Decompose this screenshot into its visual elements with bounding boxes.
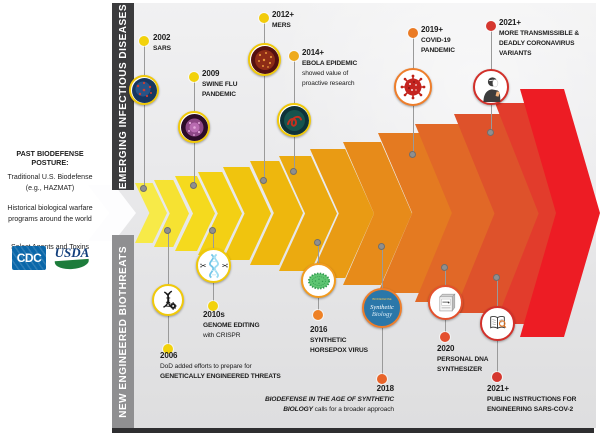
past-posture-line: programs around the world — [8, 216, 92, 223]
year-dot — [163, 344, 173, 354]
agency-logos: CDC USDA — [12, 246, 92, 271]
cdc-logo: CDC — [12, 246, 46, 270]
event-label: 2019+ COVID-19 PANDEMIC — [421, 25, 455, 54]
dna-synthesizer-icon — [428, 285, 463, 320]
year-dot — [313, 310, 323, 320]
dna-gear-icon — [152, 284, 184, 316]
past-posture-line: Traditional U.S. Biodefense — [7, 174, 93, 181]
band-dot — [209, 227, 216, 234]
past-posture-heading: PAST BIODEFENSE POSTURE: — [16, 149, 84, 167]
band-dot — [314, 239, 321, 246]
svg-text:Synthetic: Synthetic — [370, 304, 394, 311]
mers-virus-icon — [248, 43, 281, 76]
connector-line — [144, 41, 145, 189]
event-label: 2012+ MERS — [272, 10, 294, 29]
event-label: 2021+ MORE TRANSMISSIBLE & DEADLY CORONA… — [499, 18, 580, 57]
ebola-virus-icon — [277, 103, 311, 137]
past-posture-line: Historical biological warfare — [7, 205, 93, 212]
crispr-dna-scissors-icon: ✂ ✂ — [196, 248, 231, 283]
band-dot — [260, 177, 267, 184]
sars-virus-icon — [129, 75, 159, 105]
axis-new-engineered-biothreats: NEW ENGINEERED BIOTHREATS — [112, 235, 134, 428]
connector-line — [264, 18, 265, 181]
coronavirus-icon — [394, 68, 432, 106]
band-dot — [290, 168, 297, 175]
band-dot — [493, 274, 500, 281]
year-dot — [139, 36, 149, 46]
synthetic-biology-book-icon: BIODEFENSE Synthetic Biology — [362, 288, 402, 328]
band-dot — [487, 129, 494, 136]
axis-emerging-infectious-diseases: EMERGING INFECTIOUS DISEASES — [112, 3, 134, 190]
event-label: 2006 DoD added efforts to prepare for GE… — [160, 351, 281, 380]
past-posture-line: Select Agents and Toxins — [10, 244, 90, 251]
past-posture-line: (e.g., HAZMAT) — [25, 185, 75, 192]
usda-logo: USDA — [52, 246, 92, 271]
event-label: 2009 SWINE FLU PANDEMIC — [202, 69, 238, 98]
event-label: 2020 PERSONAL DNA SYNTHESIZER — [437, 344, 489, 373]
svg-text:Biology: Biology — [372, 311, 392, 318]
band-dot — [409, 151, 416, 158]
year-dot — [259, 13, 269, 23]
event-label: 2014+ EBOLA EPIDEMIC showed value of pro… — [302, 48, 358, 87]
band-dot — [378, 243, 385, 250]
year-dot — [208, 301, 218, 311]
past-biodefense-posture-panel: PAST BIODEFENSE POSTURE: Traditional U.S… — [0, 149, 100, 253]
event-label: 2002 SARS — [153, 33, 171, 52]
event-label: 2010s GENOME EDITING with CRISPR — [203, 310, 260, 339]
swine-flu-virus-icon — [178, 111, 210, 143]
event-label: 2021+ PUBLIC INSTRUCTIONS FOR ENGINEERIN… — [487, 384, 577, 413]
year-dot — [486, 21, 496, 31]
svg-text:✂: ✂ — [221, 261, 228, 270]
svg-text:✂: ✂ — [199, 261, 206, 270]
event-label: 2016 SYNTHETIC HORSEPOX VIRUS — [310, 325, 368, 354]
masked-person-icon — [473, 69, 509, 105]
horsepox-virus-icon — [301, 263, 336, 298]
event-label: 2018 BIODEFENSE IN THE AGE OF SYNTHETIC … — [265, 384, 394, 413]
svg-text:BIODEFENSE: BIODEFENSE — [372, 297, 391, 301]
year-dot — [189, 72, 199, 82]
year-dot — [408, 28, 418, 38]
figure-bottom-border — [112, 428, 594, 433]
band-dot — [164, 227, 171, 234]
year-dot — [440, 332, 450, 342]
band-dot — [140, 185, 147, 192]
year-dot — [289, 51, 299, 61]
year-dot — [377, 374, 387, 384]
band-dot — [441, 264, 448, 271]
band-dot — [190, 182, 197, 189]
year-dot — [492, 372, 502, 382]
open-book-magnifier-icon — [480, 306, 515, 341]
